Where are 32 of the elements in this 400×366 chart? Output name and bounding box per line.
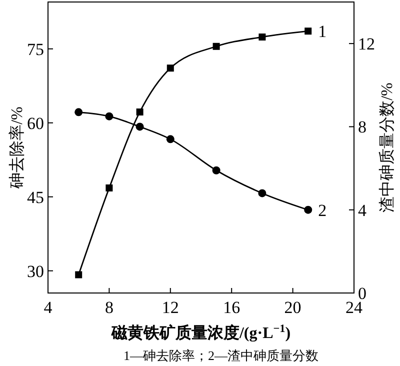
point xyxy=(166,135,174,144)
y-axis-title: 砷去除率/% xyxy=(8,106,26,190)
point xyxy=(105,112,114,120)
y2-tick-label: 12 xyxy=(358,34,375,54)
series-label: 1 xyxy=(318,22,327,42)
x-tick-label: 20 xyxy=(284,298,302,317)
series-label: 2 xyxy=(318,200,327,220)
point xyxy=(258,34,266,41)
point xyxy=(304,28,312,35)
x-tick-label: 8 xyxy=(104,298,114,317)
point xyxy=(166,64,174,72)
y-tick-label: 45 xyxy=(27,188,44,207)
point xyxy=(136,108,144,116)
point xyxy=(75,271,82,278)
point xyxy=(136,122,144,131)
x-tick-label: 16 xyxy=(223,298,240,317)
y2-tick-label: 4 xyxy=(358,200,367,220)
y-tick-label: 30 xyxy=(27,262,44,281)
point xyxy=(258,189,266,198)
text: 1—砷去除率；2—渣中砷质量分数 xyxy=(124,348,318,363)
point xyxy=(74,108,83,116)
point xyxy=(106,184,113,192)
y-tick-label: 75 xyxy=(27,40,44,59)
x-tick-label: 4 xyxy=(44,298,53,317)
y2-axis-title: 渣中砷质量分数/% xyxy=(378,82,396,212)
point xyxy=(304,206,312,214)
x-tick-label: 12 xyxy=(162,298,179,317)
y-tick-label: 60 xyxy=(27,114,44,133)
point xyxy=(212,166,220,174)
point xyxy=(212,42,220,50)
y2-tick-label: 8 xyxy=(358,118,366,137)
x-axis-title: 磁黄铁矿质量浓度/(g·L$^{−1}$) xyxy=(110,323,291,342)
